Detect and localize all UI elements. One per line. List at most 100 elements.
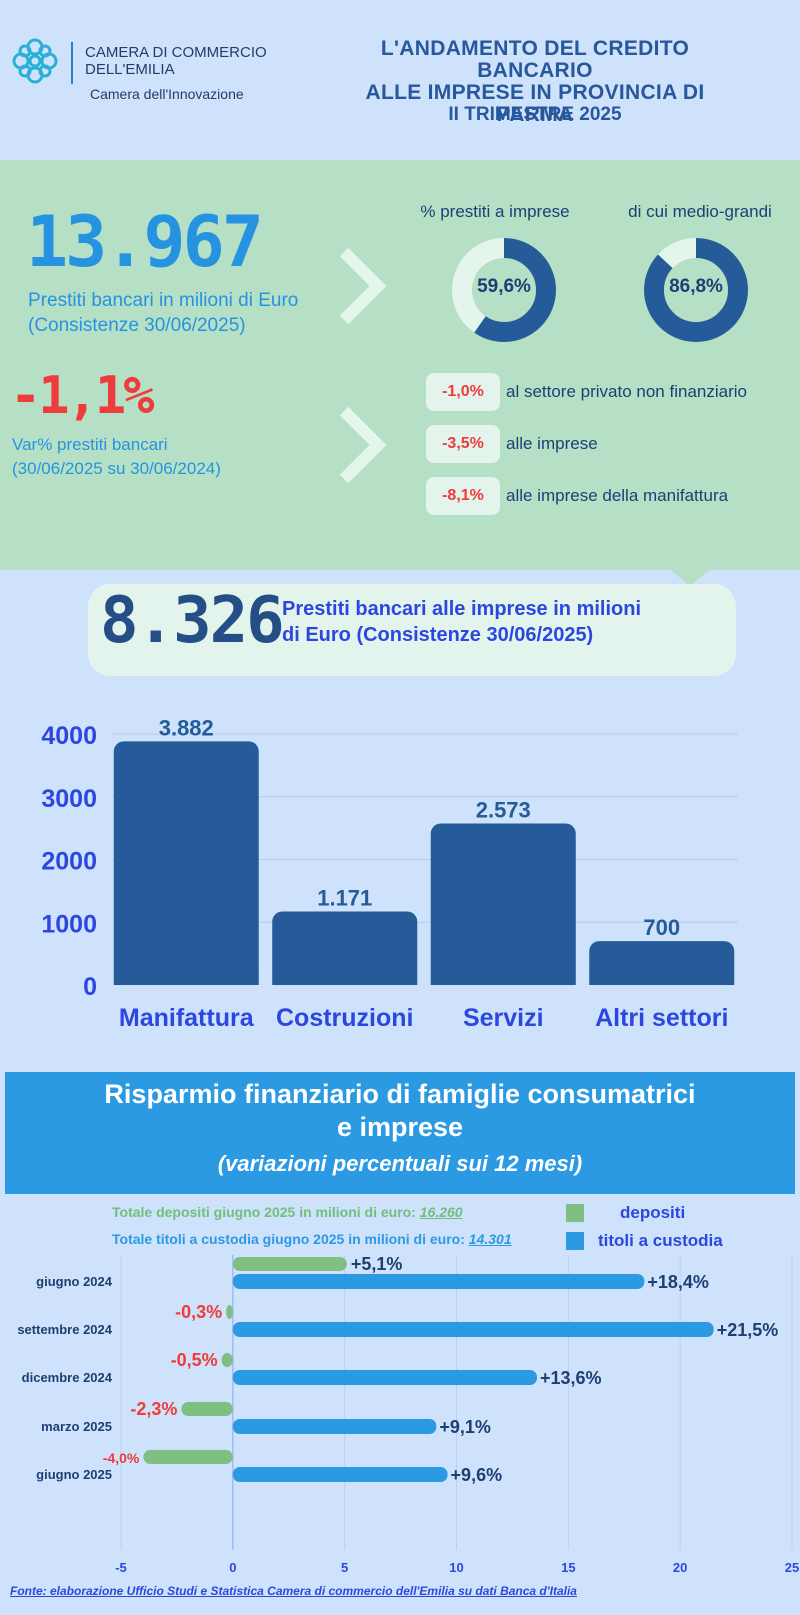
loans-variation-desc-line2: (30/06/2025 su 30/06/2024)	[12, 459, 221, 478]
y-tick-label: 0	[83, 973, 97, 1001]
page-title-line2: ALLE IMPRESE IN PROVINCIA DI PARMA	[365, 81, 705, 126]
y-category-label: giugno 2025	[36, 1467, 112, 1482]
deposits-value-label: -0,3%	[175, 1302, 222, 1322]
securities-value-label: +21,5%	[717, 1320, 779, 1340]
business-loans-value: 8.326	[100, 584, 285, 658]
securities-bar	[232, 1419, 437, 1434]
x-category-label: Altri settori	[595, 1004, 728, 1032]
chevron-right-icon	[339, 247, 387, 325]
x-tick-label: 10	[449, 1560, 463, 1575]
securities-bar	[232, 1467, 448, 1482]
savings-title: Risparmio finanziario di famiglie consum…	[5, 1078, 795, 1144]
x-tick-label: 0	[229, 1560, 236, 1575]
bar	[272, 911, 418, 985]
total-deposits: Totale depositi giugno 2025 in milioni d…	[112, 1204, 463, 1220]
savings-bar-chart: -5 0 5 10 15 20 25 giugno 2024 +5,1% +18,4% settem…	[17, 1255, 799, 1575]
deposits-value-label: -0,5%	[171, 1350, 218, 1370]
bar-base	[430, 975, 576, 985]
legend-deposits-label: depositi	[620, 1203, 686, 1222]
securities-value-label: +9,1%	[439, 1417, 491, 1437]
kpi-section-pointer	[668, 568, 712, 586]
deposits-bar	[232, 1257, 347, 1271]
business-loans-desc: Prestiti bancari alle imprese in milioni…	[282, 596, 712, 648]
donut2-label: di cui medio-grandi	[628, 202, 772, 221]
legend-securities-swatch	[566, 1232, 584, 1250]
period-label: II TRIMESTRE 2025	[448, 104, 622, 125]
bar	[113, 741, 259, 985]
y-tick-label: 2000	[41, 848, 97, 876]
chamber-logo-icon	[12, 38, 58, 84]
logo-divider	[71, 42, 73, 84]
bar-base	[272, 975, 418, 985]
deposits-bar	[143, 1450, 233, 1464]
kpi-section	[0, 160, 800, 570]
y-tick-label: 1000	[41, 910, 97, 938]
loans-variation-desc: Var% prestiti bancari (30/06/2025 su 30/…	[12, 433, 221, 481]
donut2-arc	[644, 238, 748, 342]
donut2-value: 86,8%	[669, 276, 723, 297]
x-tick-label: 5	[341, 1560, 348, 1575]
legend-deposits-swatch	[566, 1204, 584, 1222]
securities-bar	[232, 1370, 538, 1385]
business-loans-desc-line1: Prestiti bancari alle imprese in milioni	[282, 598, 642, 620]
bar-value-label: 3.882	[159, 715, 214, 740]
savings-title-line1: Risparmio finanziario di famiglie consum…	[104, 1079, 696, 1109]
donut1-value: 59,6%	[477, 276, 531, 297]
source-note: Fonte: elaborazione Ufficio Studi e Stat…	[10, 1584, 577, 1598]
sector-bar-chart: 0 1000 2000 3000 4000 3.882 Manifattura 1.171 Co…	[41, 715, 738, 1032]
bar-value-label: 2.573	[476, 798, 531, 823]
business-loans-desc-line2: di Euro (Consistenze 30/06/2025)	[282, 624, 594, 646]
page-title-line1: L'ANDAMENTO DEL CREDITO BANCARIO	[380, 37, 690, 82]
donut1-label: % prestiti a imprese	[420, 202, 570, 221]
x-tick-label: -5	[115, 1560, 127, 1575]
x-tick-label: 15	[561, 1560, 575, 1575]
y-category-label: marzo 2025	[41, 1419, 112, 1434]
change-badge: -3,5%	[426, 425, 500, 463]
y-category-label: dicembre 2024	[22, 1370, 113, 1385]
deposits-bar	[221, 1353, 233, 1367]
bar-value-label: 1.171	[317, 886, 372, 911]
loans-variation-value: -1,1%	[10, 366, 155, 426]
securities-value-label: +18,4%	[647, 1272, 709, 1292]
change-label: al settore privato non finanziario	[506, 382, 747, 401]
bar-base	[589, 975, 735, 985]
org-name: CAMERA DI COMMERCIO DELL'EMILIA	[85, 44, 267, 78]
total-securities-label: Totale titoli a custodia giugno 2025 in …	[112, 1231, 469, 1247]
y-category-label: giugno 2024	[36, 1274, 113, 1289]
change-badge: -1,0%	[426, 373, 500, 411]
savings-header	[5, 1072, 795, 1194]
loans-variation-desc-line1: Var% prestiti bancari	[12, 435, 168, 454]
x-tick-label: 20	[673, 1560, 687, 1575]
x-tick-label: 25	[785, 1560, 799, 1575]
business-loans-box	[88, 584, 736, 676]
savings-title-line2: e imprese	[336, 1112, 464, 1142]
org-name-line2: DELL'EMILIA	[85, 61, 175, 78]
y-tick-label: 4000	[41, 722, 97, 750]
securities-bar	[232, 1274, 645, 1289]
bar	[430, 823, 576, 985]
org-name-line1: CAMERA DI COMMERCIO	[85, 44, 267, 61]
deposits-value-label: +5,1%	[351, 1255, 403, 1274]
securities-value-label: +9,6%	[451, 1465, 503, 1485]
chevron-right-icon	[339, 406, 387, 484]
total-deposits-value: 16.260	[419, 1204, 463, 1220]
total-deposits-label: Totale depositi giugno 2025 in milioni d…	[112, 1204, 420, 1220]
y-category-label: settembre 2024	[17, 1322, 112, 1337]
total-loans-desc-line2: (Consistenze 30/06/2025)	[28, 315, 246, 336]
securities-value-label: +13,6%	[540, 1368, 602, 1388]
donut1-arc	[452, 238, 556, 342]
donut2-chart	[644, 238, 748, 342]
legend-securities-label: titoli a custodia	[598, 1231, 723, 1250]
total-loans-value: 13.967	[26, 201, 264, 283]
x-category-label: Servizi	[463, 1004, 544, 1032]
securities-bar	[232, 1322, 714, 1337]
donut1-chart	[452, 238, 556, 342]
org-tagline: Camera dell'Innovazione	[90, 86, 244, 102]
total-loans-desc-line1: Prestiti bancari in milioni di Euro	[28, 290, 299, 311]
total-securities: Totale titoli a custodia giugno 2025 in …	[112, 1231, 512, 1247]
change-label: alle imprese	[506, 434, 598, 453]
savings-subtitle: (variazioni percentuali sui 12 mesi)	[217, 1151, 583, 1176]
header	[0, 0, 800, 160]
bar-base	[113, 975, 259, 985]
